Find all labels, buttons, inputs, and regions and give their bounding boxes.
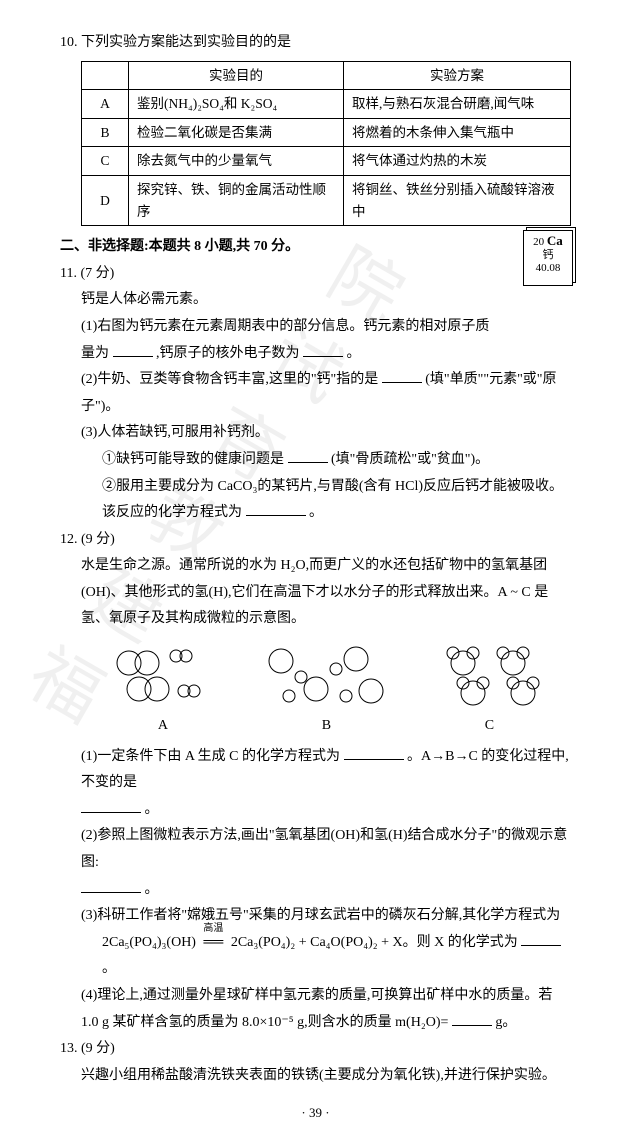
q12-p2: (2)参照上图微粒表示方法,画出"氢氧基团(OH)和氢(H)结合成水分子"的微观… bbox=[81, 828, 567, 870]
eq-left: 2Ca₅(PO₄)₃(OH) bbox=[102, 935, 196, 950]
q11-p3: (3)人体若缺钙,可服用补钙剂。 bbox=[60, 420, 571, 447]
mol-b bbox=[261, 641, 391, 711]
q12-points: (9 分) bbox=[81, 532, 115, 547]
q11-p3-2a: ②服用主要成分为 CaCO₃的某钙片,与胃酸(含有 HCl)反应后钙才能被吸收。… bbox=[102, 479, 563, 521]
blank bbox=[113, 342, 153, 357]
mol-a bbox=[104, 641, 214, 711]
label-c: C bbox=[485, 713, 494, 740]
molecule-diagram bbox=[60, 641, 571, 711]
q11-number: 11. bbox=[60, 266, 77, 281]
blank bbox=[382, 368, 422, 383]
q12-intro: 水是生命之源。通常所说的水为 H₂O,而更广义的水还包括矿物中的氢氧基团(OH)… bbox=[60, 553, 571, 633]
q12-p1c: 。 bbox=[145, 802, 159, 817]
blank bbox=[288, 448, 328, 463]
q11-p2a: (2)牛奶、豆类等食物含钙丰富,这里的"钙"指的是 bbox=[81, 372, 378, 387]
q11-p3-1a: ①缺钙可能导致的健康问题是 bbox=[102, 452, 284, 467]
q12-number: 12. bbox=[60, 532, 78, 547]
q12-p3b: 。 bbox=[102, 961, 116, 976]
ca-num: 20 bbox=[533, 236, 544, 248]
ca-element-box: 20 Ca 钙 40.08 bbox=[523, 230, 573, 286]
ca-sym: Ca bbox=[547, 233, 563, 248]
blank bbox=[303, 342, 343, 357]
label-a: A bbox=[158, 713, 168, 740]
q11-p3-1b: (填"骨质疏松"或"贫血")。 bbox=[331, 452, 489, 467]
arrow-icon: 高温 ══ bbox=[199, 930, 227, 957]
q11-intro: 钙是人体必需元素。 bbox=[60, 287, 571, 314]
ca-name: 钙 bbox=[543, 249, 554, 261]
blank bbox=[452, 1011, 492, 1026]
blank bbox=[344, 745, 404, 760]
page-number: · 39 · bbox=[60, 1101, 571, 1126]
q13-number: 13. bbox=[60, 1041, 78, 1056]
q13-points: (9 分) bbox=[81, 1041, 115, 1056]
table-row: A 鉴别(NH₄)₂SO₄和 K₂SO₄ 取样,与熟石灰混合研磨,闻气味 bbox=[82, 90, 571, 119]
q11-p3-2b: 。 bbox=[309, 505, 323, 520]
blank bbox=[81, 798, 141, 813]
q12-p4b: g。 bbox=[495, 1015, 516, 1030]
q10-number: 10. bbox=[60, 35, 78, 50]
q11: 11. (7 分) 钙是人体必需元素。 (1)右图为钙元素在元素周期表中的部分信… bbox=[60, 261, 571, 527]
section2-title: 二、非选择题:本题共 8 小题,共 70 分。 bbox=[60, 234, 571, 261]
table-row: D 探究锌、铁、铜的金属活动性顺序 将铜丝、铁丝分别插入硫酸锌溶液中 bbox=[82, 175, 571, 225]
blank bbox=[81, 878, 141, 893]
q12-p2b: 。 bbox=[145, 882, 159, 897]
th-plan: 实验方案 bbox=[343, 61, 570, 90]
q13: 13. (9 分) 兴趣小组用稀盐酸清洗铁夹表面的铁锈(主要成分为氧化铁),并进… bbox=[60, 1036, 571, 1089]
q12-p1a: (1)一定条件下由 A 生成 C 的化学方程式为 bbox=[81, 749, 340, 764]
q12: 12. (9 分) 水是生命之源。通常所说的水为 H₂O,而更广义的水还包括矿物… bbox=[60, 527, 571, 1037]
q11-points: (7 分) bbox=[80, 266, 114, 281]
table-row: B 检验二氧化碳是否集满 将燃着的木条伸入集气瓶中 bbox=[82, 118, 571, 147]
th-blank bbox=[82, 61, 129, 90]
q10-stem: 下列实验方案能达到实验目的的是 bbox=[81, 35, 291, 50]
ca-mass: 40.08 bbox=[536, 262, 561, 274]
q13-intro: 兴趣小组用稀盐酸清洗铁夹表面的铁锈(主要成分为氧化铁),并进行保护实验。 bbox=[60, 1063, 571, 1090]
blank bbox=[246, 501, 306, 516]
eq-right: 2Ca₃(PO₄)₂ + Ca₄O(PO₄)₂ + X。则 X 的化学式为 bbox=[231, 935, 518, 950]
q11-p1b: ,钙原子的核外电子数为 bbox=[156, 346, 300, 361]
q10: 10. 下列实验方案能达到实验目的的是 实验目的 实验方案 A 鉴别(NH₄)₂… bbox=[60, 30, 571, 226]
th-purpose: 实验目的 bbox=[129, 61, 344, 90]
q12-p3a: (3)科研工作者将"嫦娥五号"采集的月球玄武岩中的磷灰石分解,其化学方程式为 bbox=[81, 908, 560, 923]
label-b: B bbox=[322, 713, 331, 740]
q10-table: 实验目的 实验方案 A 鉴别(NH₄)₂SO₄和 K₂SO₄ 取样,与熟石灰混合… bbox=[81, 61, 571, 227]
q11-p1c: 。 bbox=[347, 346, 361, 361]
blank bbox=[521, 931, 561, 946]
mol-c bbox=[438, 641, 548, 711]
table-row: C 除去氮气中的少量氧气 将气体通过灼热的木炭 bbox=[82, 147, 571, 176]
